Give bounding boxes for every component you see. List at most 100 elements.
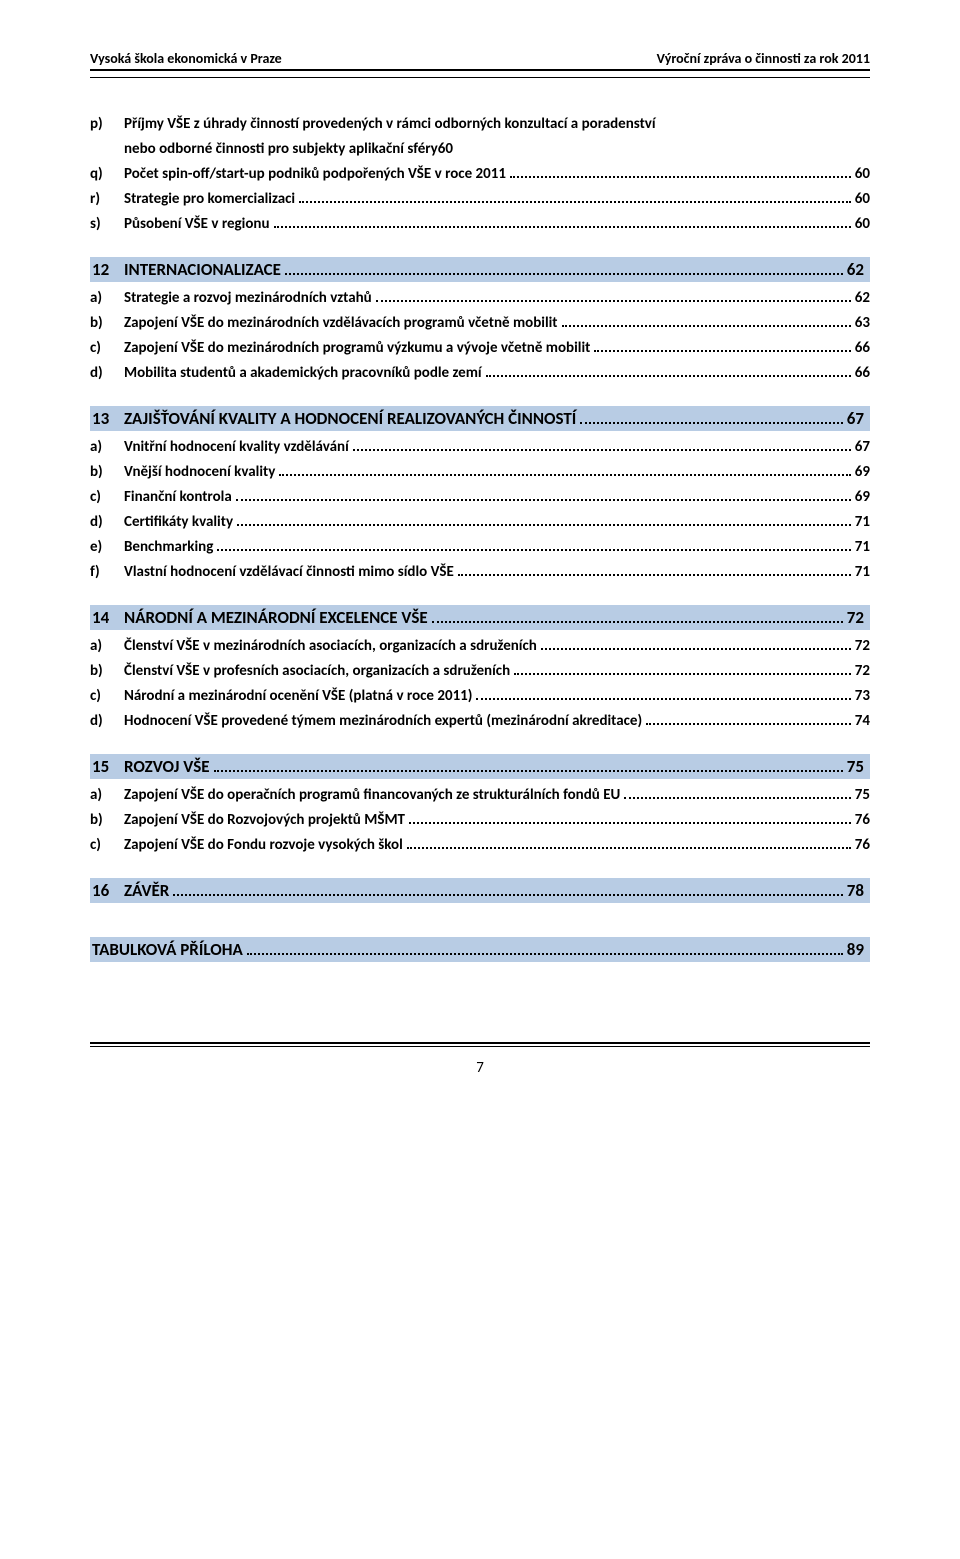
toc-pagenum: 74 bbox=[855, 711, 870, 732]
toc-pagenum: 72 bbox=[855, 661, 870, 682]
leader-dots bbox=[624, 797, 850, 799]
toc-label: Členství VŠE v profesních asociacích, or… bbox=[124, 661, 510, 682]
toc-item: b)Členství VŠE v profesních asociacích, … bbox=[90, 661, 870, 682]
section-title: ZAJIŠŤOVÁNÍ KVALITY A HODNOCENÍ REALIZOV… bbox=[124, 408, 576, 429]
toc-pagenum: 62 bbox=[855, 288, 870, 309]
toc-pagenum: 60 bbox=[855, 189, 870, 210]
toc-item: a)Vnitřní hodnocení kvality vzdělávání67 bbox=[90, 437, 870, 458]
toc-label: Mobilita studentů a akademických pracovn… bbox=[124, 363, 482, 384]
section-title: INTERNACIONALIZACE bbox=[124, 259, 281, 280]
leader-dots bbox=[353, 449, 851, 451]
toc-section-head: 16 ZÁVĚR 78 bbox=[90, 878, 870, 903]
toc-marker: a) bbox=[90, 785, 124, 806]
leader-dots bbox=[236, 499, 851, 501]
leader-dots bbox=[274, 226, 851, 228]
toc-label: Finanční kontrola bbox=[124, 487, 232, 508]
toc-marker: e) bbox=[90, 537, 124, 558]
toc-item: c)Zapojení VŠE do Fondu rozvoje vysokých… bbox=[90, 835, 870, 856]
section-num: 16 bbox=[90, 880, 124, 901]
toc-label: Benchmarking bbox=[124, 537, 213, 558]
leader-dots bbox=[432, 621, 843, 623]
toc-section-head: 15 ROZVOJ VŠE 75 bbox=[90, 754, 870, 779]
toc-marker: c) bbox=[90, 338, 124, 359]
toc-pagenum: 71 bbox=[855, 537, 870, 558]
toc-item: b)Vnější hodnocení kvality 69 bbox=[90, 462, 870, 483]
toc-label: Zapojení VŠE do Fondu rozvoje vysokých š… bbox=[124, 835, 403, 856]
toc-label: Strategie pro komercializaci bbox=[124, 189, 295, 210]
toc-marker: s) bbox=[90, 214, 124, 235]
toc-label: Vnitřní hodnocení kvality vzdělávání bbox=[124, 437, 349, 458]
toc-label: Zapojení VŠE do operačních programů fina… bbox=[124, 785, 620, 806]
section-pagenum: 75 bbox=[847, 756, 866, 777]
toc-label: Strategie a rozvoj mezinárodních vztahů bbox=[124, 288, 372, 309]
toc-item: b)Zapojení VŠE do mezinárodních vzděláva… bbox=[90, 313, 870, 334]
leader-dots bbox=[476, 698, 850, 700]
section-title: ROZVOJ VŠE bbox=[124, 756, 210, 777]
toc-marker: a) bbox=[90, 288, 124, 309]
toc-marker: b) bbox=[90, 462, 124, 483]
toc-pagenum: 66 bbox=[855, 338, 870, 359]
toc-marker: c) bbox=[90, 487, 124, 508]
section-pagenum: 89 bbox=[847, 939, 866, 960]
toc-section-head: 13 ZAJIŠŤOVÁNÍ KVALITY A HODNOCENÍ REALI… bbox=[90, 406, 870, 431]
toc-item: b)Zapojení VŠE do Rozvojových projektů M… bbox=[90, 810, 870, 831]
toc-pagenum: 60 bbox=[855, 214, 870, 235]
toc-pagenum: 76 bbox=[855, 835, 870, 856]
toc-pagenum: 71 bbox=[855, 512, 870, 533]
section-num: 15 bbox=[90, 756, 124, 777]
toc-item: q) Počet spin-off/start-up podniků podpo… bbox=[90, 164, 870, 185]
leader-dots bbox=[514, 673, 851, 675]
toc-pagenum: 71 bbox=[855, 562, 870, 583]
leader-dots bbox=[486, 375, 851, 377]
toc-item: r) Strategie pro komercializaci 60 bbox=[90, 189, 870, 210]
toc-label: Vlastní hodnocení vzdělávací činnosti mi… bbox=[124, 562, 454, 583]
toc-item: e)Benchmarking 71 bbox=[90, 537, 870, 558]
toc-pagenum: 66 bbox=[855, 363, 870, 384]
toc-marker: d) bbox=[90, 363, 124, 384]
toc-label-cont: nebo odborné činnosti pro subjekty aplik… bbox=[124, 139, 438, 160]
toc-marker: f) bbox=[90, 562, 124, 583]
toc-label: Certifikáty kvality bbox=[124, 512, 233, 533]
toc-marker: d) bbox=[90, 711, 124, 732]
toc-item: c)Národní a mezinárodní ocenění VŠE (pla… bbox=[90, 686, 870, 707]
toc-label: Hodnocení VŠE provedené týmem mezinárodn… bbox=[124, 711, 642, 732]
section-title: TABULKOVÁ PŘÍLOHA bbox=[90, 939, 243, 960]
toc-item: c)Zapojení VŠE do mezinárodních programů… bbox=[90, 338, 870, 359]
toc-marker: b) bbox=[90, 661, 124, 682]
leader-dots bbox=[458, 574, 851, 576]
toc-item: f)Vlastní hodnocení vzdělávací činnosti … bbox=[90, 562, 870, 583]
toc-label: Členství VŠE v mezinárodních asociacích,… bbox=[124, 636, 537, 657]
toc-item: p) Příjmy VŠE z úhrady činností proveden… bbox=[90, 114, 870, 160]
toc-label: Vnější hodnocení kvality bbox=[124, 462, 275, 483]
leader-dots bbox=[299, 201, 851, 203]
page-header: Vysoká škola ekonomická v Praze Výroční … bbox=[90, 50, 870, 71]
leader-dots bbox=[409, 822, 851, 824]
toc-pagenum: 69 bbox=[855, 462, 870, 483]
section-num: 12 bbox=[90, 259, 124, 280]
toc-marker: c) bbox=[90, 835, 124, 856]
toc-label: Zapojení VŠE do Rozvojových projektů MŠM… bbox=[124, 810, 405, 831]
section-pagenum: 78 bbox=[847, 880, 866, 901]
toc-label: Příjmy VŠE z úhrady činností provedených… bbox=[124, 114, 870, 135]
toc-label: Zapojení VŠE do mezinárodních vzdělávací… bbox=[124, 313, 558, 334]
leader-dots bbox=[247, 953, 843, 955]
toc-item: s) Působení VŠE v regionu 60 bbox=[90, 214, 870, 235]
toc-pagenum: 63 bbox=[855, 313, 870, 334]
toc-pagenum: 69 bbox=[855, 487, 870, 508]
leader-dots bbox=[541, 648, 851, 650]
leader-dots bbox=[562, 325, 851, 327]
toc-item: a)Členství VŠE v mezinárodních asociacíc… bbox=[90, 636, 870, 657]
toc-marker: q) bbox=[90, 164, 124, 185]
toc-section-head: 14 NÁRODNÍ A MEZINÁRODNÍ EXCELENCE VŠE 7… bbox=[90, 605, 870, 630]
toc-marker: a) bbox=[90, 437, 124, 458]
leader-dots bbox=[279, 474, 850, 476]
toc-marker: b) bbox=[90, 313, 124, 334]
leader-dots bbox=[646, 723, 851, 725]
section-title: ZÁVĚR bbox=[124, 880, 169, 901]
toc-item: c)Finanční kontrola 69 bbox=[90, 487, 870, 508]
leader-dots bbox=[237, 524, 851, 526]
toc-item: a)Zapojení VŠE do operačních programů fi… bbox=[90, 785, 870, 806]
toc-pagenum: 72 bbox=[855, 636, 870, 657]
page-footer: 7 bbox=[90, 1042, 870, 1077]
header-left: Vysoká škola ekonomická v Praze bbox=[90, 50, 282, 67]
